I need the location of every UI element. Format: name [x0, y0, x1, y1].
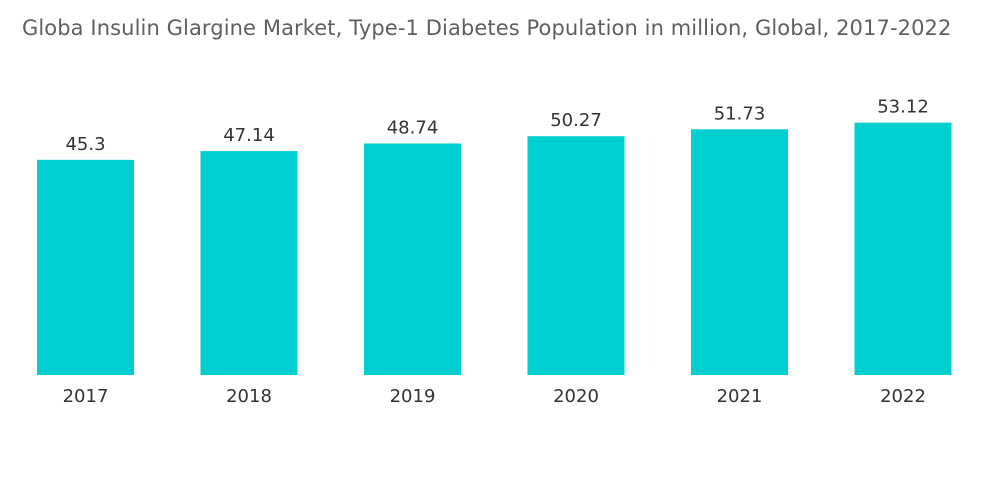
value-label-2022: 53.12 — [877, 97, 929, 118]
bar-2020 — [527, 136, 625, 375]
x-tick-label-2017: 2017 — [63, 386, 109, 407]
x-tick-label-2021: 2021 — [717, 386, 763, 407]
value-label-2020: 50.27 — [550, 110, 602, 131]
chart-title: Globa Insulin Glargine Market, Type-1 Di… — [22, 16, 952, 40]
value-label-2021: 51.73 — [714, 103, 766, 124]
x-tick-label-2022: 2022 — [880, 386, 926, 407]
bar-2022 — [854, 122, 952, 376]
value-label-2018: 47.14 — [223, 125, 275, 146]
x-tick-label-2020: 2020 — [553, 386, 599, 407]
value-label-2019: 48.74 — [387, 117, 439, 138]
x-tick-label-2019: 2019 — [390, 386, 436, 407]
bar-2017 — [37, 159, 134, 375]
bar-2021 — [691, 129, 788, 375]
bar-2019 — [364, 143, 461, 375]
bar-2018 — [200, 151, 298, 375]
value-label-2017: 45.3 — [65, 134, 105, 155]
x-tick-label-2018: 2018 — [226, 386, 272, 407]
